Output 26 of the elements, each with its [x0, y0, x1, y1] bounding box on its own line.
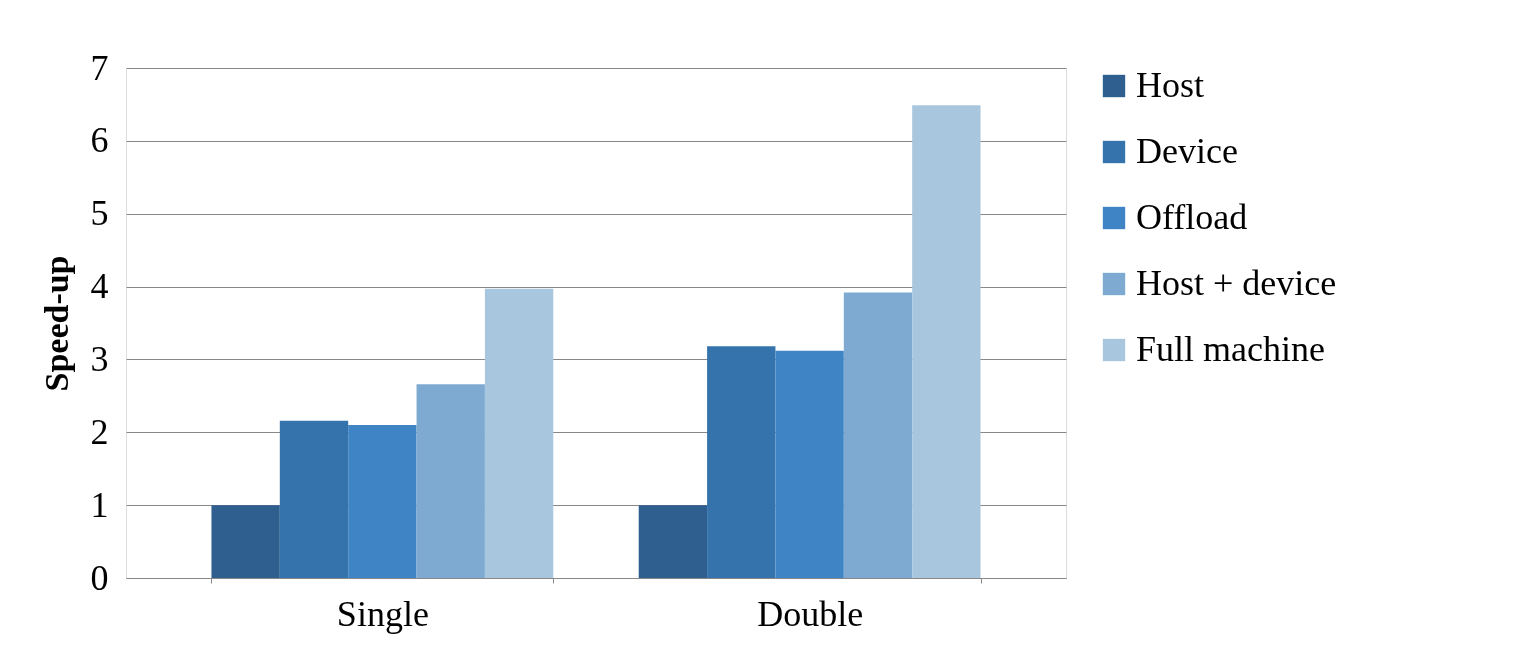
legend-label: Device: [1136, 131, 1238, 171]
y-tick-label: 7: [90, 47, 109, 88]
y-tick-label: 5: [90, 193, 109, 234]
bar: [638, 505, 708, 578]
bar: [416, 384, 485, 578]
y-tick-label: 3: [90, 338, 109, 379]
bar: [775, 350, 844, 578]
legend-label: Host + device: [1136, 263, 1337, 303]
x-tick-label: Single: [336, 593, 429, 634]
y-tick-label: 4: [90, 266, 109, 307]
bar: [843, 292, 913, 578]
legend-label: Host: [1136, 65, 1205, 105]
bar: [279, 420, 349, 578]
bar: [912, 105, 981, 578]
bar: [211, 505, 280, 578]
y-tick-label: 1: [90, 484, 109, 525]
bar: [484, 288, 554, 578]
x-tick-label: Double: [757, 593, 864, 634]
y-tick-label: 0: [90, 557, 109, 598]
y-tick-label: 2: [90, 411, 109, 452]
legend-label: Offload: [1136, 197, 1248, 237]
legend-label: Full machine: [1136, 329, 1325, 369]
y-axis-title: Speed-up: [37, 255, 75, 392]
bar: [348, 425, 417, 578]
bar: [707, 346, 776, 578]
y-tick-label: 6: [90, 120, 109, 161]
